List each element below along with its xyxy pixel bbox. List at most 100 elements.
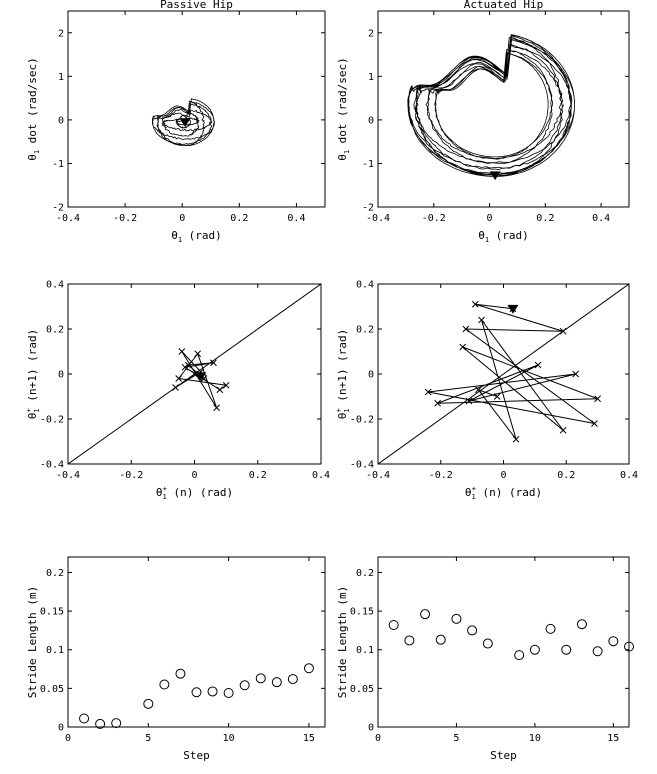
x-tick-label: -0.4 — [56, 470, 80, 481]
data-point-x — [213, 404, 220, 412]
x-tick-label: 15 — [303, 733, 315, 744]
identity-line — [378, 284, 629, 464]
y-axis-label: θ1+ (n+1) (rad) — [335, 329, 351, 420]
data-point-x — [191, 370, 198, 378]
y-tick-label: 0.2 — [46, 568, 64, 579]
x-axis-label: θ1+ (n) (rad) — [156, 485, 233, 501]
x-tick-label: -0.2 — [113, 213, 137, 224]
data-point — [239, 680, 250, 691]
data-point — [514, 650, 525, 661]
x-tick-label: 0.2 — [536, 213, 554, 224]
x-tick-label: 10 — [529, 733, 541, 744]
data-point — [111, 718, 122, 729]
data-point-x — [534, 361, 542, 369]
x-tick-label: 0.2 — [249, 470, 267, 481]
data-point-x — [493, 393, 501, 400]
data-point — [95, 718, 106, 729]
data-point — [529, 644, 540, 655]
axes-frame — [67, 556, 326, 728]
data-point — [608, 636, 619, 647]
data-point-x — [559, 426, 567, 434]
data-point — [545, 623, 556, 634]
data-point — [287, 674, 298, 685]
data-point — [79, 713, 90, 724]
y-tick-label: 0.2 — [46, 325, 64, 336]
data-point-x — [210, 359, 217, 367]
axes-frame — [377, 10, 630, 208]
phase-orbit — [407, 34, 576, 177]
data-point — [435, 634, 446, 645]
data-point-x — [559, 327, 567, 335]
y-tick-label: -0.2 — [40, 415, 64, 426]
data-point-x — [424, 388, 432, 396]
x-tick-label: -0.2 — [422, 213, 446, 224]
y-tick-label: 0 — [368, 370, 374, 381]
x-tick-label: -0.4 — [56, 213, 80, 224]
data-point — [561, 644, 572, 655]
y-tick-label: 0 — [58, 723, 64, 734]
x-tick-label: -0.2 — [119, 470, 143, 481]
y-tick-label: 2 — [58, 28, 64, 39]
data-point — [404, 635, 415, 646]
x-tick-label: 5 — [145, 733, 151, 744]
plot-area — [151, 98, 215, 147]
data-point-x — [475, 386, 482, 394]
data-point-x — [222, 381, 230, 389]
data-point — [255, 673, 266, 684]
x-tick-label: 0.2 — [557, 470, 575, 481]
y-tick-label: 0 — [368, 723, 374, 734]
data-point-x — [462, 325, 470, 333]
chart-title: Passive Hip — [160, 0, 233, 11]
data-point-x — [181, 363, 189, 371]
data-point-x — [216, 386, 224, 394]
panel-return_passive: -0.4 -0.2 0 0.2 0.4 -0.4 -0.2 0 0.2 0.4 θ1+ (n) (r… — [25, 280, 330, 502]
x-tick-label: 0 — [487, 213, 493, 224]
x-tick-label: 0.4 — [287, 213, 305, 224]
y-tick-label: 0.4 — [356, 280, 374, 291]
y-tick-label: 0 — [58, 115, 64, 126]
y-axis-label: Stride Length (m) — [336, 586, 349, 699]
axes-frame — [67, 10, 326, 208]
plot-area — [68, 284, 321, 464]
data-point — [592, 646, 603, 657]
data-point-x — [172, 384, 179, 391]
start-marker-triangle — [179, 118, 191, 128]
y-tick-label: 2 — [368, 28, 374, 39]
y-axis-label: θ1 dot (rad/sec) — [26, 57, 41, 161]
y-tick-label: 0.1 — [356, 645, 374, 656]
axes-frame — [377, 556, 630, 728]
data-point — [451, 613, 462, 624]
x-axis-label: θ1 (rad) — [171, 229, 222, 244]
y-tick-label: -0.2 — [350, 415, 374, 426]
start-marker-triangle — [489, 171, 501, 181]
x-tick-label: 0.2 — [230, 213, 248, 224]
y-tick-label: 0.15 — [40, 607, 64, 618]
data-point-x — [194, 350, 202, 358]
panel-return_actuated: -0.4 -0.2 0 0.2 0.4 -0.4 -0.2 0 0.2 0.4 θ1+ (n) (r… — [335, 280, 638, 502]
data-point-x — [178, 348, 186, 355]
y-tick-label: -0.4 — [350, 460, 374, 471]
data-point — [467, 625, 478, 636]
data-point — [482, 638, 493, 649]
data-point — [576, 619, 587, 630]
x-tick-label: 0 — [191, 470, 197, 481]
x-tick-label: 15 — [607, 733, 619, 744]
x-tick-label: 0.4 — [592, 213, 610, 224]
data-point-x — [512, 435, 520, 443]
data-point-x — [478, 316, 485, 324]
data-point — [388, 620, 399, 630]
y-tick-label: -1 — [52, 159, 64, 170]
x-tick-label: 0 — [500, 470, 506, 481]
y-axis-label: θ1 dot (rad/sec) — [336, 57, 351, 161]
x-tick-label: 0 — [179, 213, 185, 224]
data-point — [175, 668, 186, 679]
y-tick-label: -2 — [362, 203, 374, 214]
y-tick-label: 0.2 — [356, 325, 374, 336]
x-axis-label: θ1 (rad) — [478, 229, 529, 244]
data-point — [624, 641, 634, 652]
data-point-x — [459, 343, 467, 351]
phase-orbit — [151, 98, 215, 147]
data-point — [207, 686, 218, 697]
x-tick-label: -0.4 — [366, 470, 390, 481]
y-tick-label: 1 — [58, 72, 64, 83]
